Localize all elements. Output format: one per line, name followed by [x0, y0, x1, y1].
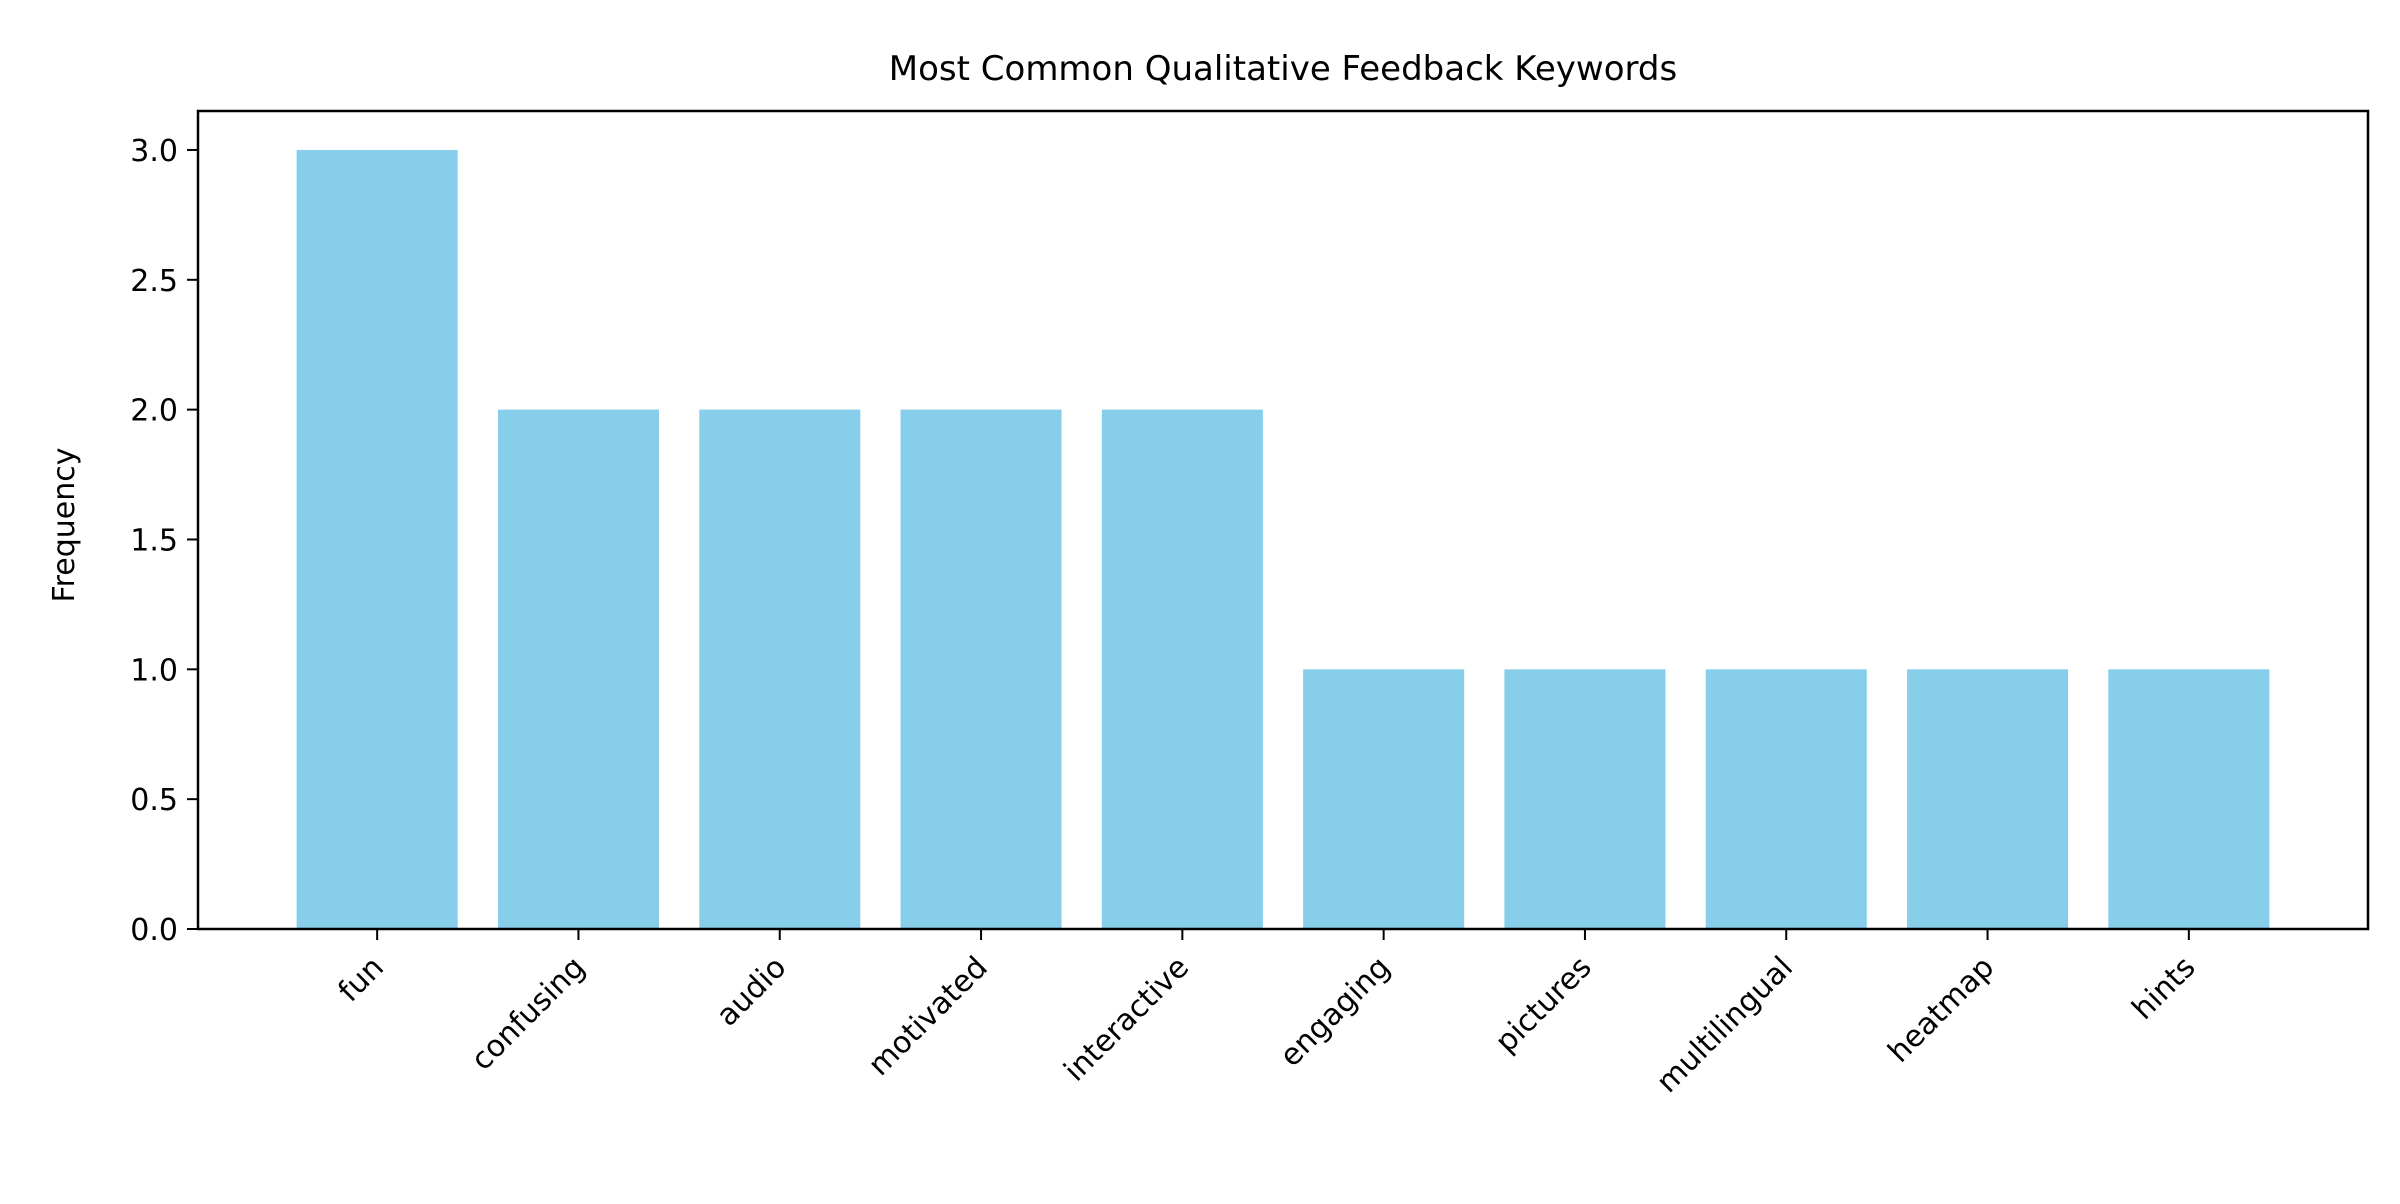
bar-multilingual	[1705, 669, 1867, 929]
bar-engaging	[1303, 669, 1465, 929]
y-tick-label: 0.5	[130, 783, 178, 818]
bars-layer	[296, 149, 2270, 930]
y-tick-label: 2.5	[130, 264, 178, 299]
bar-audio	[699, 409, 861, 930]
bar-interactive	[1101, 409, 1263, 930]
bar-pictures	[1504, 669, 1666, 929]
bar-motivated	[900, 409, 1062, 930]
y-tick-label: 1.5	[130, 523, 178, 558]
y-axis-label: Frequency	[47, 448, 82, 603]
bar-hints	[2108, 669, 2270, 929]
bar-fun	[296, 149, 458, 929]
bar-heatmap	[1907, 669, 2069, 929]
plot-frame	[196, 109, 2370, 931]
y-tick-label: 1.0	[130, 653, 178, 688]
y-tick-label: 2.0	[130, 394, 178, 429]
chart-title: Most Common Qualitative Feedback Keyword…	[889, 49, 1677, 89]
y-tick-label: 0.0	[130, 913, 178, 948]
bar-confusing	[497, 409, 659, 930]
y-ticks: 0.0 0.5 1.0 1.5 2.0 2.5 3.0	[130, 134, 198, 948]
y-tick-label: 3.0	[130, 134, 178, 169]
